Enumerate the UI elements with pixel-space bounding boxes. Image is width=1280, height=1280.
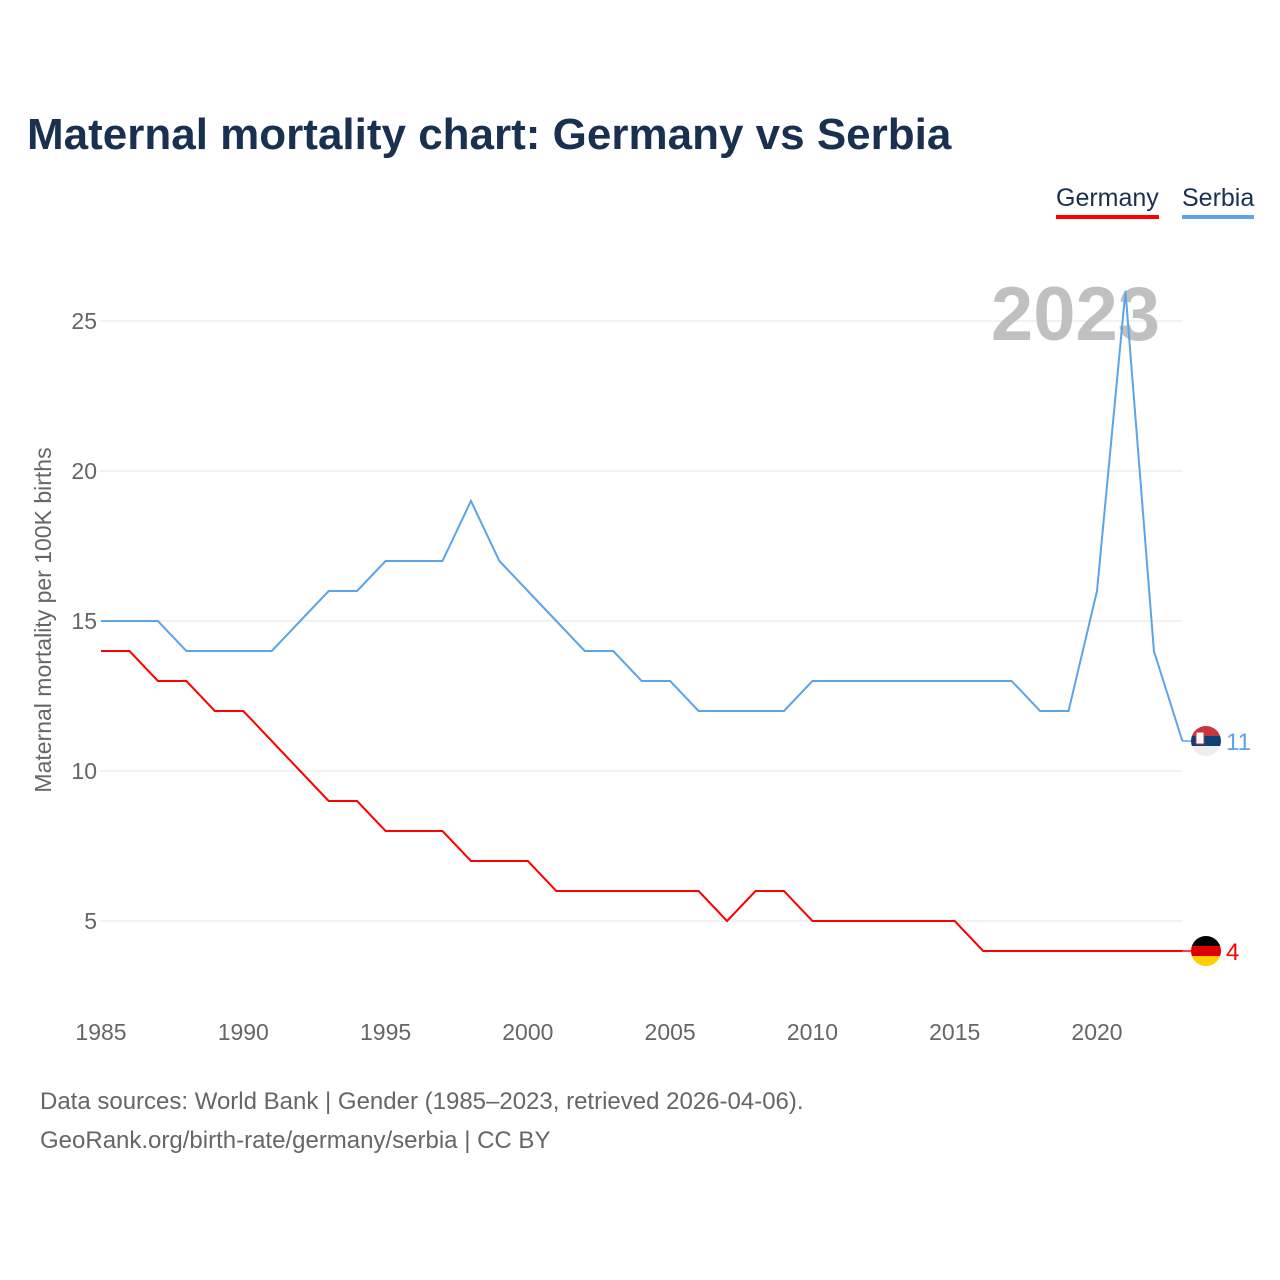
line-chart: 5 10 15 20 25 1985 1990 1995 2000 2005 2010 2015 202… [30,272,1251,1045]
serbia-flag-icon [1191,726,1221,756]
legend-serbia[interactable]: Serbia [1182,184,1255,219]
x-tick-label: 1990 [218,1019,269,1045]
y-axis-label: Maternal mortality per 100K births [30,447,56,792]
y-tick-label: 5 [84,908,97,934]
series-line-germany[interactable] [101,650,1183,952]
y-tick-label: 15 [71,608,97,634]
end-value-label: 11 [1226,729,1251,756]
legend-germany[interactable]: Germany [1056,184,1159,219]
y-tick-label: 25 [71,308,97,334]
x-tick-label: 2000 [502,1019,553,1045]
x-tick-label: 2015 [929,1019,980,1045]
series-line-serbia[interactable] [101,290,1184,742]
y-tick-label: 20 [71,458,97,484]
chart-title: Maternal mortality chart: Germany vs Ser… [27,110,952,159]
x-tick-label: 2020 [1071,1019,1122,1045]
x-tick-label: 1995 [360,1019,411,1045]
x-tick-label: 1985 [75,1019,126,1045]
end-value-label: 4 [1226,939,1239,966]
year-watermark: 2023 [991,272,1160,357]
footer-sources: Data sources: World Bank | Gender (1985–… [40,1088,804,1115]
x-tick-label: 2005 [645,1019,696,1045]
footer-link[interactable]: GeoRank.org/birth-rate/germany/serbia | … [40,1127,551,1154]
y-tick-label: 10 [71,758,97,784]
germany-flag-icon [1191,936,1221,966]
x-tick-label: 2010 [787,1019,838,1045]
